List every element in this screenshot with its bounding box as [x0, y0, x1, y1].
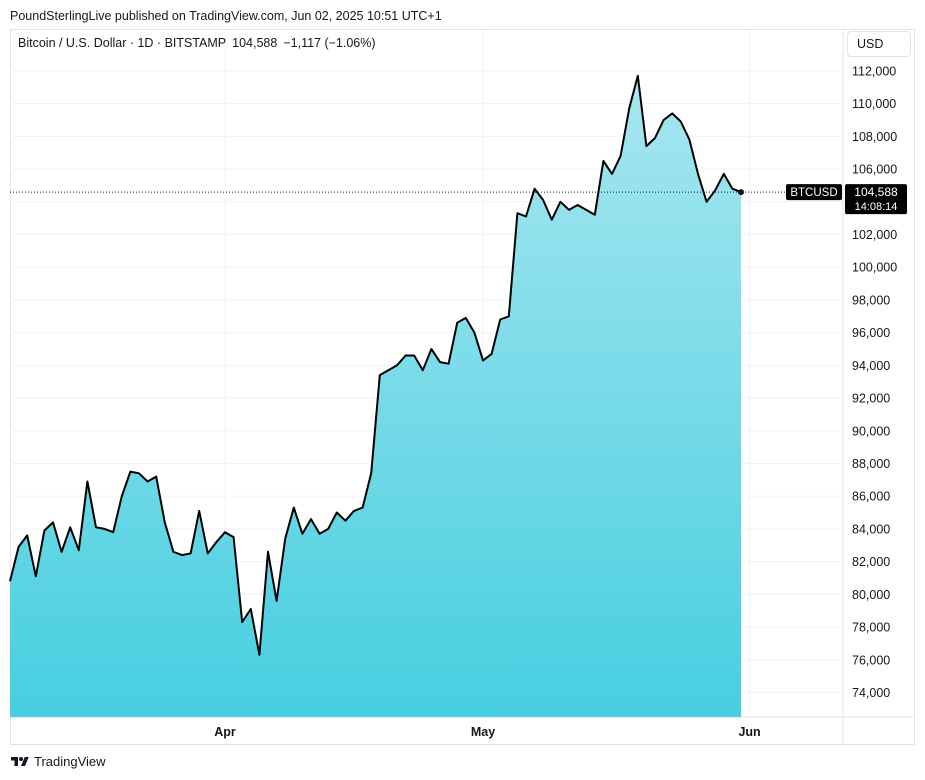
y-tick-label: 88,000	[852, 457, 890, 471]
y-tick-label: 96,000	[852, 326, 890, 340]
price-tag-bg	[845, 184, 907, 215]
y-tick-label: 90,000	[852, 424, 890, 438]
chart-frame	[10, 29, 915, 745]
y-tick-label: 78,000	[852, 621, 890, 635]
y-tick-label: 106,000	[852, 163, 897, 177]
y-tick-label: 80,000	[852, 588, 890, 602]
x-tick-label: May	[471, 725, 495, 739]
countdown-label: 14:08:14	[855, 201, 898, 213]
price-area	[9, 74, 742, 718]
y-tick-label: 82,000	[852, 555, 890, 569]
time-axis[interactable]: Apr May Jun	[214, 725, 760, 739]
price-change-value: −1,117 (−1.06%)	[283, 36, 376, 50]
symbol-legend[interactable]: Bitcoin / U.S. Dollar · 1D · BITSTAMP 104…	[18, 36, 376, 50]
y-tick-label: 100,000	[852, 261, 897, 275]
price-tag-value: 104,588	[854, 185, 898, 199]
last-price-tag: BTCUSD 104,588 14:08:14	[10, 184, 907, 215]
tradingview-logo-icon	[11, 756, 29, 766]
y-tick-label: 74,000	[852, 686, 890, 700]
instrument-label: Bitcoin / U.S. Dollar · 1D · BITSTAMP	[18, 36, 227, 50]
y-tick-label: 84,000	[852, 522, 890, 536]
symbol-tag-label: BTCUSD	[790, 187, 837, 199]
y-tick-label: 92,000	[852, 392, 890, 406]
x-tick-label: Jun	[738, 725, 760, 739]
tradingview-brand[interactable]: TradingView	[10, 754, 106, 769]
price-axis[interactable]: 74,000 76,000 78,000 80,000 82,000 84,000 86,0…	[852, 64, 897, 700]
x-tick-label: Apr	[214, 725, 236, 739]
y-tick-label: 76,000	[852, 653, 890, 667]
symbol-tag-bg	[786, 184, 842, 201]
y-tick-label: 102,000	[852, 228, 897, 242]
last-point-dot	[738, 189, 744, 196]
y-tick-label: 86,000	[852, 490, 890, 504]
y-tick-label: 110,000	[852, 97, 896, 111]
currency-button[interactable]: USD	[847, 31, 911, 57]
y-tick-label: 108,000	[852, 130, 897, 144]
brand-label: TradingView	[34, 754, 106, 769]
last-price-value: 104,588	[232, 36, 278, 50]
price-line	[9, 74, 742, 656]
area-fill	[10, 75, 741, 718]
publisher-line: PoundSterlingLive published on TradingVi…	[10, 9, 442, 23]
y-tick-label: 94,000	[852, 359, 890, 373]
y-tick-label: 98,000	[852, 293, 890, 307]
y-tick-label: 112,000	[852, 64, 896, 78]
